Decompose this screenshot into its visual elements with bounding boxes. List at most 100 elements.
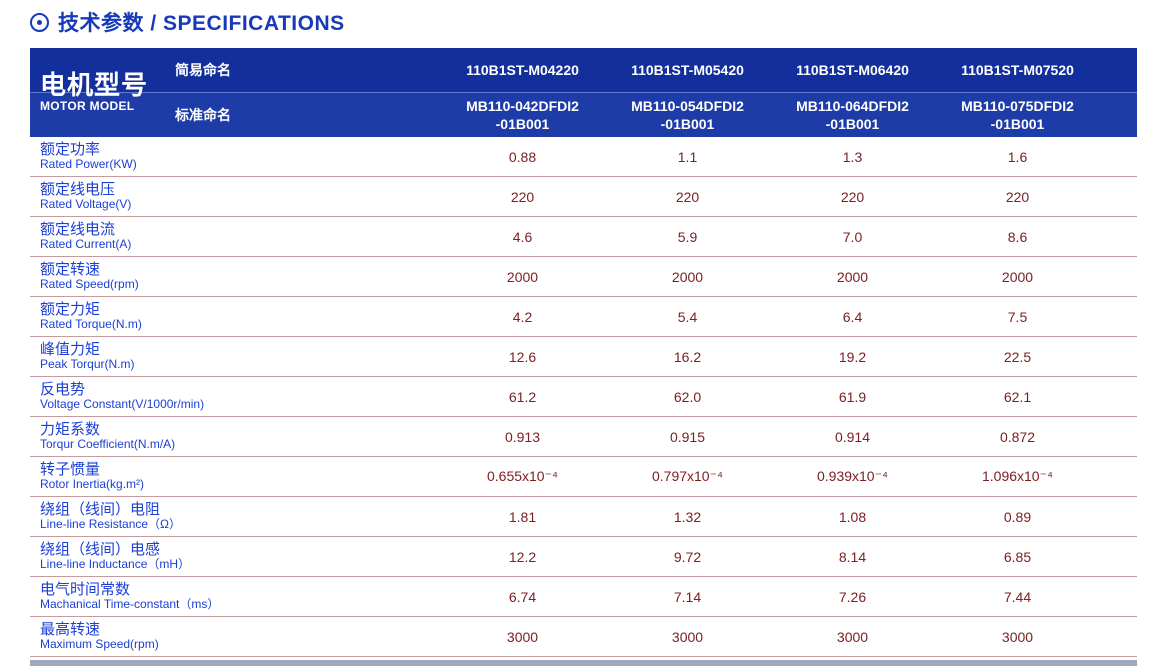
spec-value: 19.2 [838,348,867,365]
table-header: 电机型号 MOTOR MODEL 简易命名 110B1ST-M04220 110… [30,48,1137,137]
row-label: 绕组（线间）电阻 Line-line Resistance（Ω） [40,501,440,532]
row-label: 绕组（线间）电感 Line-line Inductance（mH） [40,541,440,572]
table-row: 转子惯量 Rotor Inertia(kg.m²) 0.655x10⁻⁴ 0.7… [30,457,1137,497]
spec-value: 62.0 [673,388,702,405]
spec-value: 7.14 [673,588,702,605]
spec-value: 2000 [671,268,704,285]
row-label-en: Line-line Inductance（mH） [40,557,191,572]
row-label: 峰值力矩 Peak Torqur(N.m) [40,341,440,372]
spec-value: 0.89 [1003,508,1032,525]
spec-value: 6.85 [1003,548,1032,565]
motor-model-title-en: MOTOR MODEL [40,99,135,114]
spec-value: 0.915 [669,428,706,445]
spec-value: 62.1 [1003,388,1032,405]
table-row: 额定力矩 Rated Torque(N.m) 4.2 5.4 6.4 7.5 [30,297,1137,337]
row-label-cn: 反电势 [40,380,86,398]
row-label-en: Torqur Coefficient(N.m/A) [40,437,176,452]
row-label-cn: 最高转速 [40,620,101,638]
spec-value: 2000 [836,268,869,285]
table-row: 反电势 Voltage Constant(V/1000r/min) 61.2 6… [30,377,1137,417]
spec-value: 7.44 [1003,588,1032,605]
spec-value: 0.88 [508,148,537,165]
row-label: 额定线电流 Rated Current(A) [40,221,440,252]
row-label-cn: 绕组（线间）电阻 [40,500,161,518]
row-label: 电气时间常数 Machanical Time-constant（ms） [40,581,440,612]
spec-value: 7.26 [838,588,867,605]
row-label-en: Rated Current(A) [40,237,132,252]
table-body: 额定功率 Rated Power(KW) 0.88 1.1 1.3 1.6 额定… [30,137,1137,657]
header-divider [30,92,1137,93]
row-label-en: Peak Torqur(N.m) [40,357,135,372]
standard-model-name: MB110-064DFDI2 -01B001 [796,97,909,132]
spec-value: 8.6 [1007,228,1028,245]
row-label-cn: 额定功率 [40,140,101,158]
spec-value: 61.9 [838,388,867,405]
table-row: 力矩系数 Torqur Coefficient(N.m/A) 0.913 0.9… [30,417,1137,457]
motor-model-title-cn: 电机型号 [40,69,149,100]
row-label-cn: 额定力矩 [40,300,101,318]
spec-value: 3000 [506,628,539,645]
row-label-cn: 电气时间常数 [40,580,131,598]
spec-value: 3000 [836,628,869,645]
row-label-en: Rated Power(KW) [40,157,137,172]
spec-value: 2000 [506,268,539,285]
table-row: 额定功率 Rated Power(KW) 0.88 1.1 1.3 1.6 [30,137,1137,177]
row-label: 力矩系数 Torqur Coefficient(N.m/A) [40,421,440,452]
row-label-cn: 额定线电压 [40,180,116,198]
row-label-en: Machanical Time-constant（ms） [40,597,220,612]
spec-value: 1.81 [508,508,537,525]
row-label-cn: 峰值力矩 [40,340,101,358]
spec-value: 220 [510,188,535,205]
table-row: 最高转速 Maximum Speed(rpm) 3000 3000 3000 3… [30,617,1137,657]
spec-value: 1.1 [677,148,698,165]
spec-value: 0.913 [504,428,541,445]
spec-value: 1.32 [673,508,702,525]
spec-value: 12.2 [508,548,537,565]
simple-model-name: 110B1ST-M06420 [796,62,909,78]
page-title-text: 技术参数 / SPECIFICATIONS [58,12,345,35]
page-title: 技术参数 / SPECIFICATIONS [30,7,345,37]
row-label-cn: 额定线电流 [40,220,116,238]
spec-value: 6.74 [508,588,537,605]
spec-value: 22.5 [1003,348,1032,365]
simple-model-name: 110B1ST-M05420 [631,62,744,78]
table-row: 电气时间常数 Machanical Time-constant（ms） 6.74… [30,577,1137,617]
row-label-cn: 绕组（线间）电感 [40,540,161,558]
spec-value: 1.6 [1007,148,1028,165]
row-label: 额定转速 Rated Speed(rpm) [40,261,440,292]
spec-value: 16.2 [673,348,702,365]
circle-dot-icon [30,12,49,32]
simple-model-name: 110B1ST-M07520 [961,62,1074,78]
row-label-cn: 额定转速 [40,260,101,278]
spec-value: 12.6 [508,348,537,365]
spec-value: 220 [1005,188,1030,205]
row-label: 最高转速 Maximum Speed(rpm) [40,621,440,652]
standard-model-name: MB110-054DFDI2 -01B001 [631,97,744,132]
specifications-table: 电机型号 MOTOR MODEL 简易命名 110B1ST-M04220 110… [30,48,1137,657]
spec-value: 1.096x10⁻⁴ [981,468,1053,484]
row-label-en: Voltage Constant(V/1000r/min) [40,397,205,412]
row-label: 反电势 Voltage Constant(V/1000r/min) [40,381,440,412]
row-label: 转子惯量 Rotor Inertia(kg.m²) [40,461,440,492]
header-row-standard-name: 标准命名 MB110-042DFDI2 -01B001 MB110-054DFD… [145,93,1137,137]
row-label-en: Rated Torque(N.m) [40,317,142,332]
row-label-en: Rated Speed(rpm) [40,277,139,292]
spec-value: 7.5 [1007,308,1028,325]
row-label: 额定线电压 Rated Voltage(V) [40,181,440,212]
spec-value: 5.9 [677,228,698,245]
table-row: 额定线电压 Rated Voltage(V) 220 220 220 220 [30,177,1137,217]
spec-value: 220 [840,188,865,205]
table-row: 峰值力矩 Peak Torqur(N.m) 12.6 16.2 19.2 22.… [30,337,1137,377]
spec-value: 6.4 [842,308,863,325]
row-label-cn: 转子惯量 [40,460,101,478]
bottom-edge-bar [30,660,1137,666]
row-label: 额定力矩 Rated Torque(N.m) [40,301,440,332]
simple-name-label: 简易命名 [175,62,231,78]
spec-value: 4.2 [512,308,533,325]
table-row: 额定转速 Rated Speed(rpm) 2000 2000 2000 200… [30,257,1137,297]
spec-value: 0.939x10⁻⁴ [816,468,888,484]
row-label: 额定功率 Rated Power(KW) [40,141,440,172]
spec-value: 220 [675,188,700,205]
spec-value: 1.3 [842,148,863,165]
spec-value: 0.655x10⁻⁴ [486,468,558,484]
